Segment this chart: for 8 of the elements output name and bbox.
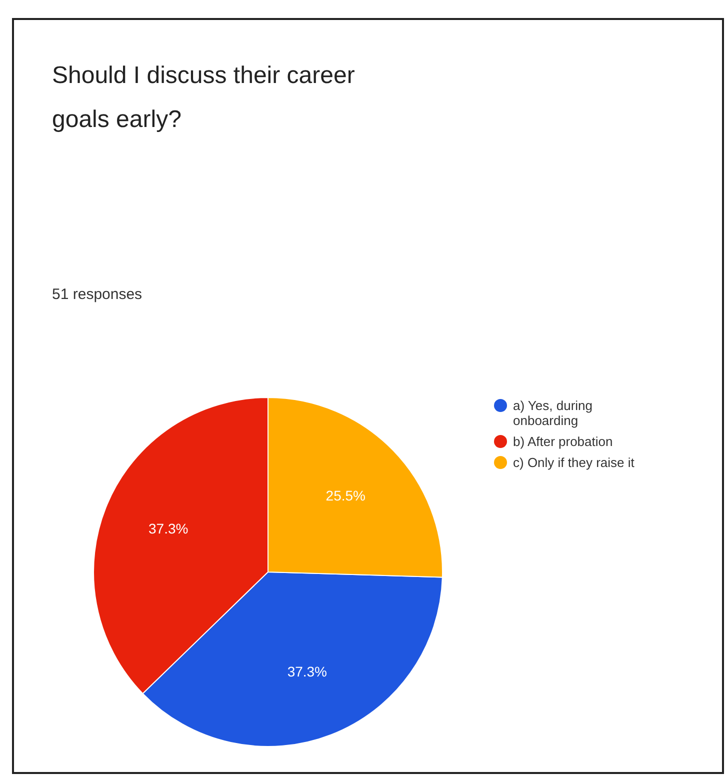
chart-subtitle: 51 responses bbox=[52, 286, 142, 303]
legend-label: c) Only if they raise it bbox=[513, 455, 634, 470]
legend-label: b) After probation bbox=[513, 434, 613, 449]
data-label: 37.3% bbox=[287, 664, 328, 680]
data-label: 37.3% bbox=[148, 520, 188, 537]
chart-title: Should I discuss their career goals early? bbox=[52, 61, 356, 135]
legend-label: a) Yes, during onboarding bbox=[513, 398, 594, 428]
data-label: 25.5% bbox=[326, 488, 366, 504]
